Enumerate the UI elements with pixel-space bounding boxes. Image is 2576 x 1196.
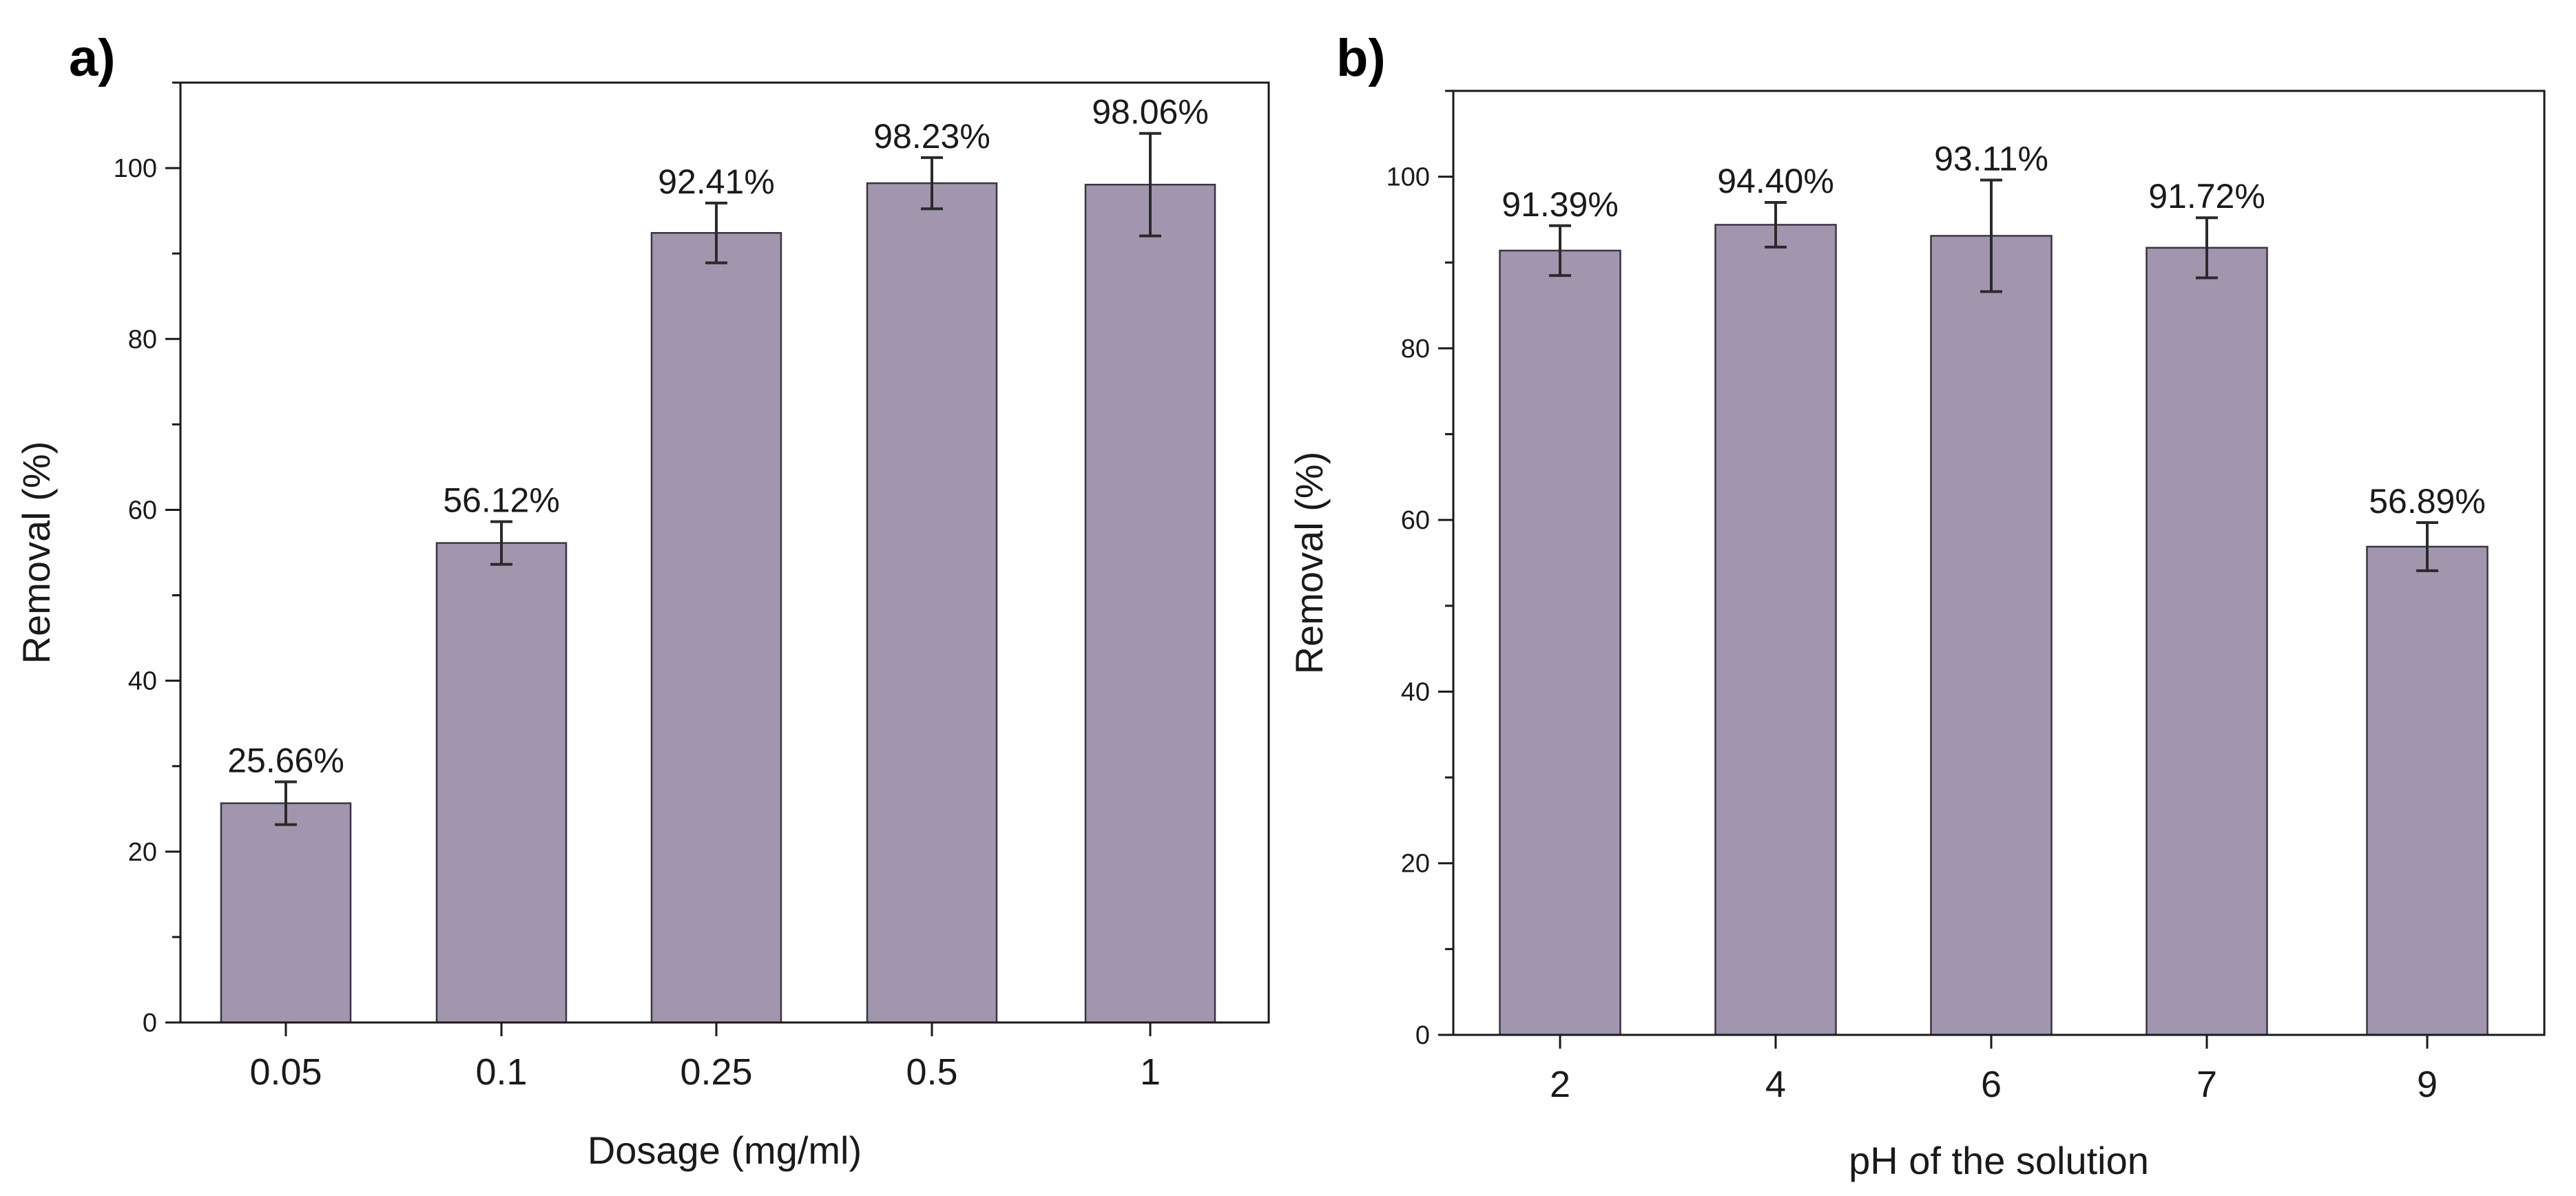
panel-a-dosage-chart: 25.66% 56.12% 92.41% 98.23% 98.06% 0 20 40 60 80 1… <box>14 29 1270 1172</box>
panel-label: a) <box>69 29 116 87</box>
y-tick-label: 80 <box>1401 335 1430 364</box>
value-label-0.1: 56.12% <box>443 481 560 520</box>
y-tick-label: 40 <box>128 667 157 696</box>
x-axis-title: pH of the solution <box>1849 1139 2149 1182</box>
bar-0.5 <box>866 182 998 1024</box>
panel-b-ph-chart: 91.39% 94.40% 93.11% 91.72% 56.89% 0 20 40 60 80 1… <box>1287 29 2546 1182</box>
x-tick-label-9: 9 <box>2417 1064 2438 1105</box>
bar-0.05 <box>220 802 352 1024</box>
y-axis-title: Removal (%) <box>1287 452 1331 675</box>
error-bar-2 <box>1549 224 1571 277</box>
error-bar-7 <box>2196 216 2218 280</box>
y-tick-label: 80 <box>128 325 157 354</box>
value-label-0.25: 92.41% <box>658 162 775 201</box>
error-bar-6 <box>1980 178 2002 293</box>
panel-label: b) <box>1336 29 1386 87</box>
x-tick-label-4: 4 <box>1765 1064 1786 1105</box>
value-label-4: 94.40% <box>1717 162 1834 200</box>
y-tick-label: 0 <box>1415 1021 1430 1050</box>
error-bar-0.05 <box>275 780 297 826</box>
bar-0.25 <box>650 232 782 1024</box>
x-tick-label-6: 6 <box>1981 1064 2002 1105</box>
bar-4 <box>1714 224 1837 1036</box>
value-label-7: 91.72% <box>2148 177 2265 216</box>
error-bar-0.25 <box>705 201 727 264</box>
value-label-9: 56.89% <box>2369 482 2486 521</box>
y-tick-label: 60 <box>1401 506 1430 535</box>
x-tick-label-1: 1 <box>1140 1051 1161 1093</box>
y-tick-label: 60 <box>128 496 157 525</box>
y-tick-label: 20 <box>1401 850 1430 879</box>
x-tick-label-0.1: 0.1 <box>475 1051 527 1093</box>
axis-frame <box>1452 90 2546 1036</box>
y-tick-label: 40 <box>1401 678 1430 706</box>
x-tick-label-7: 7 <box>2196 1064 2217 1105</box>
bar-9 <box>2366 545 2489 1036</box>
bar-0.1 <box>435 542 568 1024</box>
x-tick-label-2: 2 <box>1550 1064 1570 1105</box>
bar-6 <box>1930 235 2053 1036</box>
x-tick-label-0.25: 0.25 <box>680 1051 752 1093</box>
value-label-0.05: 25.66% <box>227 742 344 780</box>
bar-7 <box>2146 246 2268 1036</box>
x-axis-title: Dosage (mg/ml) <box>588 1129 862 1172</box>
axis-frame <box>179 81 1270 1024</box>
value-label-1: 98.06% <box>1092 93 1209 132</box>
x-tick-label-0.5: 0.5 <box>906 1051 957 1093</box>
value-label-6: 93.11% <box>1934 139 2048 178</box>
error-bar-0.1 <box>490 520 512 566</box>
y-axis-title: Removal (%) <box>14 441 58 664</box>
y-tick-label: 100 <box>1386 163 1430 192</box>
bar-2 <box>1499 249 1621 1036</box>
value-label-2: 91.39% <box>1502 185 1619 224</box>
error-bar-4 <box>1765 201 1787 249</box>
x-tick-label-0.05: 0.05 <box>249 1051 322 1093</box>
value-label-0.5: 98.23% <box>873 117 990 156</box>
y-tick-label: 0 <box>143 1009 157 1038</box>
error-bar-1 <box>1139 132 1161 238</box>
error-bar-0.5 <box>921 156 943 211</box>
y-tick-label: 20 <box>128 838 157 867</box>
y-tick-label: 100 <box>114 154 157 183</box>
error-bar-9 <box>2416 521 2438 572</box>
bar-1 <box>1084 183 1216 1024</box>
